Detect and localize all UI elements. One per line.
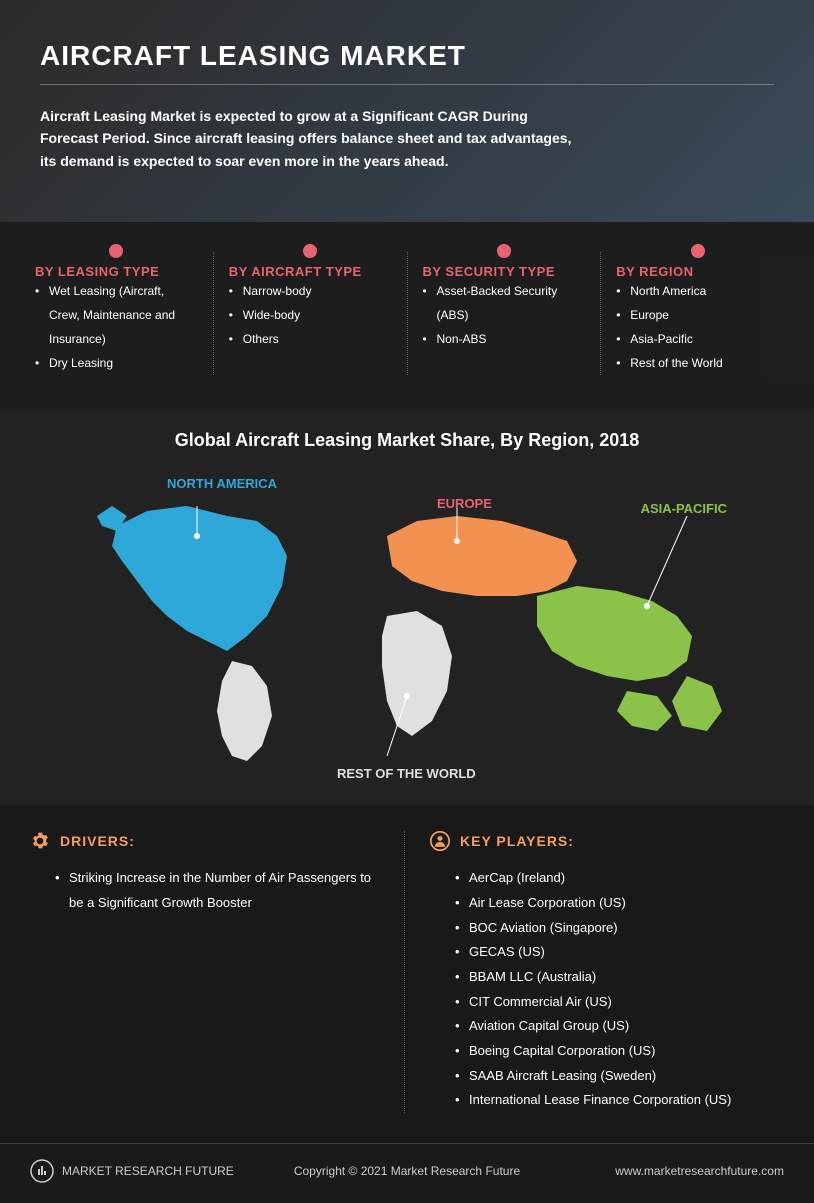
category-column: BY AIRCRAFT TYPE Narrow-body Wide-body O… bbox=[214, 252, 408, 375]
dot-icon bbox=[691, 244, 705, 258]
europe-shape bbox=[387, 516, 577, 596]
category-list: Narrow-body Wide-body Others bbox=[229, 279, 392, 351]
list-item: Rest of the World bbox=[616, 351, 779, 375]
south-america-shape bbox=[217, 661, 272, 761]
list-item: Air Lease Corporation (US) bbox=[455, 891, 784, 916]
page-title: AIRCRAFT LEASING MARKET bbox=[40, 40, 774, 72]
header-divider bbox=[40, 84, 774, 85]
footer: MARKET RESEARCH FUTURE Copyright © 2021 … bbox=[0, 1143, 814, 1203]
footer-brand-text: MARKET RESEARCH FUTURE bbox=[62, 1164, 234, 1178]
map-section: Global Aircraft Leasing Market Share, By… bbox=[0, 410, 814, 806]
list-item: Aviation Capital Group (US) bbox=[455, 1014, 784, 1039]
gear-icon bbox=[30, 831, 50, 851]
dot-icon bbox=[109, 244, 123, 258]
africa-shape bbox=[382, 611, 452, 736]
drivers-title: DRIVERS: bbox=[30, 831, 384, 851]
region-label-ap: ASIA-PACIFIC bbox=[641, 501, 727, 516]
region-label-rest: REST OF THE WORLD bbox=[337, 766, 476, 781]
bottom-section: DRIVERS: Striking Increase in the Number… bbox=[0, 806, 814, 1143]
drivers-list: Striking Increase in the Number of Air P… bbox=[30, 866, 384, 915]
drivers-title-text: DRIVERS: bbox=[60, 833, 135, 849]
list-item: AerCap (Ireland) bbox=[455, 866, 784, 891]
category-column: BY LEASING TYPE Wet Leasing (Aircraft, C… bbox=[20, 252, 214, 375]
list-item: Narrow-body bbox=[229, 279, 392, 303]
key-players-list: AerCap (Ireland) Air Lease Corporation (… bbox=[430, 866, 784, 1113]
list-item: Striking Increase in the Number of Air P… bbox=[55, 866, 384, 915]
dot-icon bbox=[303, 244, 317, 258]
list-item: GECAS (US) bbox=[455, 940, 784, 965]
footer-url: www.marketresearchfuture.com bbox=[533, 1164, 784, 1178]
list-item: Boeing Capital Corporation (US) bbox=[455, 1039, 784, 1064]
world-map: NORTH AMERICA EUROPE ASIA-PACIFIC REST O… bbox=[57, 466, 757, 796]
categories-section: BY LEASING TYPE Wet Leasing (Aircraft, C… bbox=[0, 222, 814, 410]
key-players-title-text: KEY PLAYERS: bbox=[460, 833, 574, 849]
category-title: BY AIRCRAFT TYPE bbox=[229, 264, 392, 279]
footer-brand: MARKET RESEARCH FUTURE bbox=[30, 1159, 281, 1183]
header-subtitle: Aircraft Leasing Market is expected to g… bbox=[40, 105, 580, 172]
key-players-title: KEY PLAYERS: bbox=[430, 831, 784, 851]
list-item: Wet Leasing (Aircraft, Crew, Maintenance… bbox=[35, 279, 198, 351]
footer-copyright: Copyright © 2021 Market Research Future bbox=[281, 1164, 532, 1178]
header-section: AIRCRAFT LEASING MARKET Aircraft Leasing… bbox=[0, 0, 814, 222]
region-label-eu: EUROPE bbox=[437, 496, 492, 511]
drivers-column: DRIVERS: Striking Increase in the Number… bbox=[30, 831, 404, 1113]
list-item: Wide-body bbox=[229, 303, 392, 327]
list-item: CIT Commercial Air (US) bbox=[455, 990, 784, 1015]
category-list: Asset-Backed Security (ABS) Non-ABS bbox=[423, 279, 586, 351]
list-item: Non-ABS bbox=[423, 327, 586, 351]
list-item: BBAM LLC (Australia) bbox=[455, 965, 784, 990]
category-title: BY REGION bbox=[616, 264, 779, 279]
list-item: Dry Leasing bbox=[35, 351, 198, 375]
logo-icon bbox=[30, 1159, 54, 1183]
list-item: Others bbox=[229, 327, 392, 351]
category-column: BY REGION North America Europe Asia-Paci… bbox=[601, 252, 794, 375]
category-list: Wet Leasing (Aircraft, Crew, Maintenance… bbox=[35, 279, 198, 375]
category-list: North America Europe Asia-Pacific Rest o… bbox=[616, 279, 779, 375]
category-title: BY LEASING TYPE bbox=[35, 264, 198, 279]
map-title: Global Aircraft Leasing Market Share, By… bbox=[0, 430, 814, 451]
infographic-root: AIRCRAFT LEASING MARKET Aircraft Leasing… bbox=[0, 0, 814, 1203]
asia-pacific-shape bbox=[537, 586, 722, 731]
north-america-shape bbox=[97, 506, 287, 651]
list-item: Asia-Pacific bbox=[616, 327, 779, 351]
category-title: BY SECURITY TYPE bbox=[423, 264, 586, 279]
list-item: BOC Aviation (Singapore) bbox=[455, 916, 784, 941]
people-icon bbox=[430, 831, 450, 851]
list-item: SAAB Aircraft Leasing (Sweden) bbox=[455, 1064, 784, 1089]
region-label-na: NORTH AMERICA bbox=[167, 476, 277, 491]
list-item: Europe bbox=[616, 303, 779, 327]
key-players-column: KEY PLAYERS: AerCap (Ireland) Air Lease … bbox=[404, 831, 784, 1113]
category-column: BY SECURITY TYPE Asset-Backed Security (… bbox=[408, 252, 602, 375]
list-item: International Lease Finance Corporation … bbox=[455, 1088, 784, 1113]
list-item: Asset-Backed Security (ABS) bbox=[423, 279, 586, 327]
list-item: North America bbox=[616, 279, 779, 303]
dot-icon bbox=[497, 244, 511, 258]
